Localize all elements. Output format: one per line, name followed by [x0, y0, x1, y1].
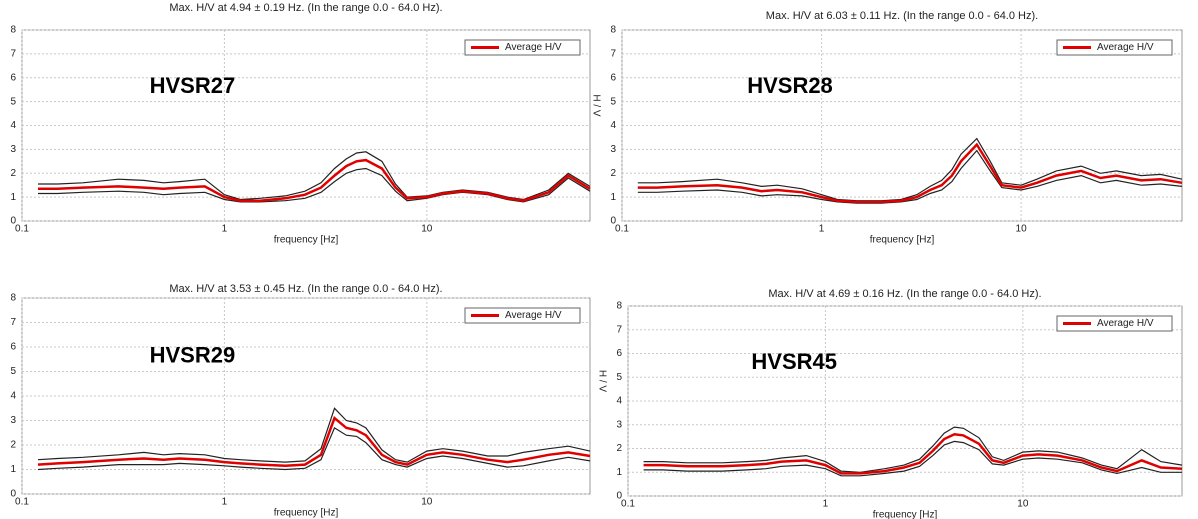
y-tick-label: 4: [616, 396, 622, 407]
y-tick-label: 2: [10, 440, 16, 451]
x-tick-label: 10: [1016, 224, 1028, 235]
legend-box: [464, 307, 581, 324]
y-tick-label: 5: [610, 96, 616, 107]
y-tick-label: 7: [610, 49, 616, 60]
x-tick-label: 10: [421, 497, 433, 508]
x-tick-label: 0.1: [15, 224, 29, 235]
x-tick-label: 0.1: [621, 499, 635, 510]
chart-title: Max. H/V at 4.69 ± 0.16 Hz. (In the rang…: [768, 288, 1041, 300]
y-tick-label: 0: [616, 491, 622, 502]
y-tick-label: 7: [616, 324, 622, 335]
hv-curve: [637, 142, 1183, 204]
legend-label: Average H/V: [1097, 42, 1154, 53]
y-axis-label: H / V: [596, 370, 607, 393]
x-axis-label: frequency [Hz]: [274, 508, 339, 519]
chart-panel: Max. H/V at 3.53 ± 0.45 Hz. (In the rang…: [10, 283, 591, 519]
station-label: HVSR29: [150, 343, 236, 368]
x-tick-label: 1: [222, 224, 228, 235]
x-tick-label: 1: [819, 224, 825, 235]
y-tick-label: 6: [10, 342, 16, 353]
hv-curve: [637, 137, 1183, 202]
y-tick-label: 3: [610, 144, 616, 155]
y-tick-label: 3: [616, 419, 622, 430]
y-tick-label: 6: [610, 72, 616, 83]
y-tick-label: 0: [10, 216, 16, 227]
chart-panel: Max. H/V at 6.03 ± 0.11 Hz. (In the rang…: [590, 10, 1183, 246]
station-label: HVSR27: [150, 73, 236, 98]
legend: Average H/V: [464, 39, 581, 56]
legend: Average H/V: [1056, 315, 1173, 332]
y-tick-label: 2: [10, 168, 16, 179]
hv-curve: [38, 158, 591, 202]
y-tick-label: 3: [10, 415, 16, 426]
y-axis-label: H / V: [590, 94, 601, 117]
y-tick-label: 8: [610, 25, 616, 36]
station-label: HVSR28: [747, 73, 833, 98]
y-tick-label: 5: [10, 366, 16, 377]
legend-label: Average H/V: [505, 42, 562, 53]
y-tick-label: 6: [10, 72, 16, 83]
x-tick-label: 1: [222, 497, 228, 508]
station-label: HVSR45: [751, 349, 837, 374]
chart-title: Max. H/V at 6.03 ± 0.11 Hz. (In the rang…: [766, 10, 1038, 22]
y-tick-label: 6: [616, 348, 622, 359]
y-tick-label: 2: [610, 168, 616, 179]
y-tick-label: 1: [616, 467, 622, 478]
x-axis-label: frequency [Hz]: [274, 235, 339, 246]
y-tick-label: 8: [10, 293, 16, 304]
x-axis-label: frequency [Hz]: [870, 235, 935, 246]
legend: Average H/V: [1056, 39, 1173, 56]
y-tick-label: 1: [610, 192, 616, 203]
x-tick-label: 0.1: [15, 497, 29, 508]
chart-title: Max. H/V at 3.53 ± 0.45 Hz. (In the rang…: [169, 283, 442, 295]
x-axis-label: frequency [Hz]: [873, 510, 938, 519]
y-tick-label: 3: [10, 144, 16, 155]
y-tick-label: 7: [10, 49, 16, 60]
legend-box: [1056, 39, 1173, 56]
legend-label: Average H/V: [1097, 318, 1154, 329]
y-tick-label: 5: [616, 372, 622, 383]
y-tick-label: 2: [616, 443, 622, 454]
x-tick-label: 10: [1017, 499, 1029, 510]
hv-curve: [643, 440, 1182, 477]
y-tick-label: 8: [10, 25, 16, 36]
chart-panel: Max. H/V at 4.69 ± 0.16 Hz. (In the rang…: [596, 288, 1183, 519]
hv-curve: [37, 427, 591, 471]
legend-box: [1056, 315, 1173, 332]
legend: Average H/V: [464, 307, 581, 324]
y-tick-label: 4: [610, 120, 616, 131]
hv-curve: [37, 407, 591, 463]
y-tick-label: 4: [10, 391, 16, 402]
chart-title: Max. H/V at 4.94 ± 0.19 Hz. (In the rang…: [169, 2, 442, 14]
y-tick-label: 1: [10, 464, 16, 475]
chart-panel: Max. H/V at 4.94 ± 0.19 Hz. (In the rang…: [10, 2, 591, 246]
x-tick-label: 10: [421, 224, 433, 235]
y-tick-label: 8: [616, 301, 622, 312]
y-tick-label: 7: [10, 317, 16, 328]
x-tick-label: 0.1: [615, 224, 629, 235]
hv-curve: [37, 416, 591, 468]
legend-box: [464, 39, 581, 56]
y-tick-label: 0: [610, 216, 616, 227]
hv-curve: [637, 149, 1183, 204]
legend-label: Average H/V: [505, 310, 562, 321]
y-tick-label: 4: [10, 120, 16, 131]
hv-curve: [643, 433, 1183, 475]
y-tick-label: 5: [10, 96, 16, 107]
y-tick-label: 0: [10, 489, 16, 500]
hv-curve: [643, 426, 1183, 473]
y-tick-label: 1: [10, 192, 16, 203]
x-tick-label: 1: [823, 499, 829, 510]
